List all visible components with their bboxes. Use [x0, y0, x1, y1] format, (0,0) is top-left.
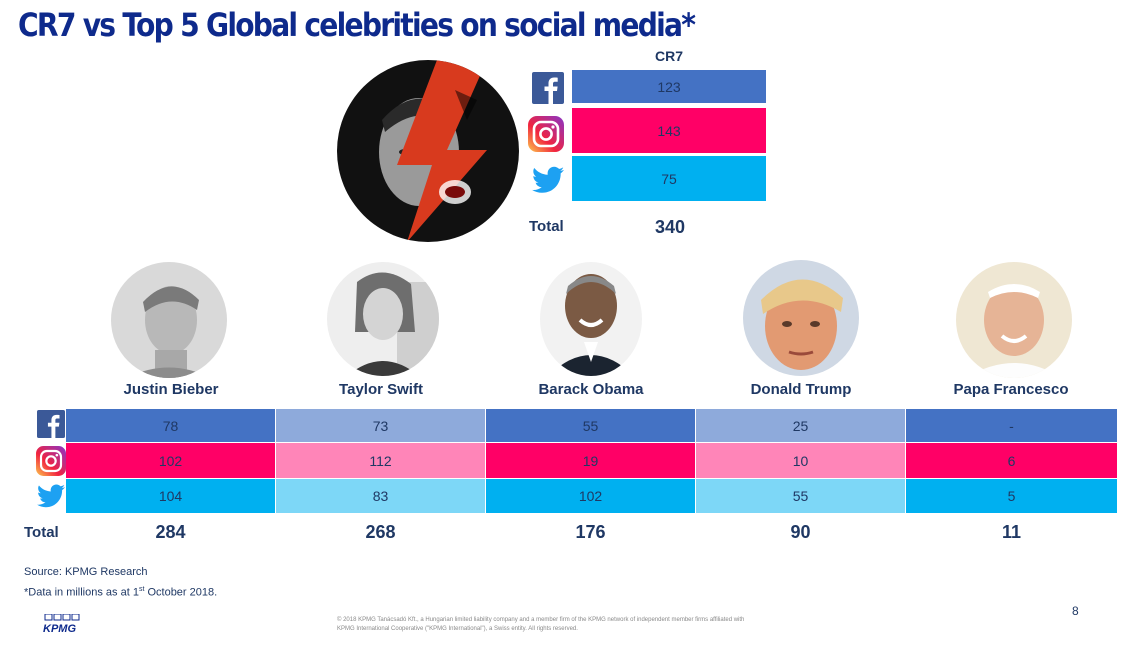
cr7-avatar — [337, 60, 519, 242]
table-cell-taylor-swift-facebook: 73 — [276, 409, 485, 442]
kpmg-logo-icon: KPMG — [43, 613, 80, 635]
page-number: 8 — [1072, 604, 1079, 618]
cr7-portrait-image — [337, 60, 519, 242]
instagram-icon — [528, 116, 564, 157]
table-cell-justin-bieber-twitter: 104 — [66, 479, 275, 513]
celebrity-name-barack-obama: Barack Obama — [538, 381, 644, 398]
table-cell-taylor-swift-instagram: 112 — [276, 443, 485, 478]
table-total-label: Total — [24, 524, 59, 541]
table-total-taylor-swift: 268 — [365, 522, 396, 542]
table-cell-taylor-swift-twitter: 83 — [276, 479, 485, 513]
table-cell-donald-trump-facebook: 25 — [696, 409, 905, 442]
donald-trump-avatar — [743, 260, 859, 376]
table-total-papa-francesco: 11 — [1001, 522, 1022, 542]
table-total-justin-bieber: 284 — [155, 522, 186, 542]
data-note-prefix: *Data in millions as at 1 — [24, 586, 139, 599]
instagram-icon — [36, 446, 66, 481]
table-cell-donald-trump-instagram: 10 — [696, 443, 905, 478]
celebrity-name-donald-trump: Donald Trump — [750, 381, 852, 398]
celebrity-name-papa-francesco: Papa Francesco — [953, 381, 1069, 398]
copyright-line-2: KPMG International Cooperative ("KPMG In… — [337, 626, 578, 632]
kpmg-logo-text: KPMG — [43, 623, 76, 634]
table-cell-barack-obama-twitter: 102 — [486, 479, 695, 513]
table-cell-barack-obama-facebook: 55 — [486, 409, 695, 442]
twitter-icon — [532, 166, 564, 199]
data-note-suffix: October 2018. — [144, 586, 218, 599]
table-cell-justin-bieber-instagram: 102 — [66, 443, 275, 478]
cr7-total-value: 340 — [654, 217, 686, 237]
celebrity-name-taylor-swift: Taylor Swift — [339, 381, 423, 398]
table-total-barack-obama: 176 — [575, 522, 606, 542]
facebook-icon — [37, 410, 65, 443]
papa-francesco-avatar — [956, 262, 1072, 378]
source-text: Source: KPMG Research — [24, 566, 148, 578]
twitter-icon — [37, 484, 65, 513]
celebrity-name-justin-bieber: Justin Bieber — [123, 381, 219, 398]
page-title: CR7 vs Top 5 Global celebrities on socia… — [18, 6, 696, 44]
data-note-sup: st — [138, 586, 145, 593]
barack-obama-avatar — [540, 262, 642, 376]
data-note: *Data in millions as at 1st October 2018… — [24, 581, 217, 602]
cr7-instagram-bar: 143 — [572, 108, 766, 153]
table-cell-papa-francesco-twitter: 5 — [906, 479, 1117, 513]
table-cell-papa-francesco-instagram: 6 — [906, 443, 1117, 478]
taylor-swift-avatar — [327, 262, 439, 376]
table-cell-justin-bieber-facebook: 78 — [66, 409, 275, 442]
table-cell-papa-francesco-facebook: - — [906, 409, 1117, 442]
cr7-header: CR7 — [654, 48, 683, 64]
copyright-footer: © 2018 KPMG Tanácsadó Kft., a Hungarian … — [337, 616, 817, 634]
source-note: Source: KPMG Research *Data in millions … — [24, 564, 217, 602]
kpmg-logo: KPMG — [42, 613, 88, 639]
copyright-line-1: © 2018 KPMG Tanácsadó Kft., a Hungarian … — [337, 617, 745, 623]
cr7-facebook-bar: 123 — [572, 70, 766, 103]
cr7-twitter-bar: 75 — [572, 156, 766, 201]
justin-bieber-avatar — [111, 262, 227, 378]
table-cell-donald-trump-twitter: 55 — [696, 479, 905, 513]
table-cell-barack-obama-instagram: 19 — [486, 443, 695, 478]
table-total-donald-trump: 90 — [790, 522, 811, 542]
cr7-total-label: Total — [529, 218, 564, 235]
facebook-icon — [532, 72, 564, 109]
